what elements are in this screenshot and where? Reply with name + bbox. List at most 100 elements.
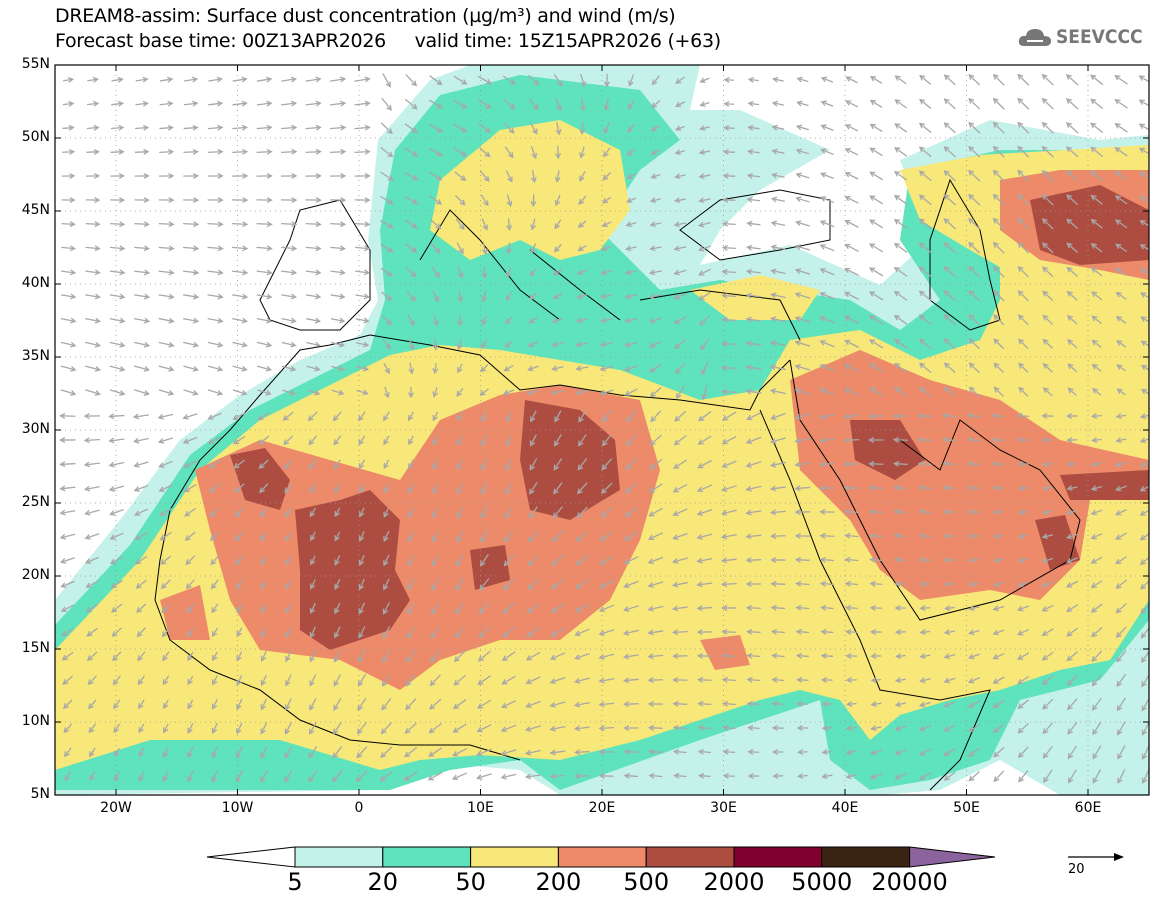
wind-arrow <box>159 172 175 179</box>
wind-arrow <box>625 434 637 447</box>
wind-arrow <box>943 724 956 732</box>
wind-arrow <box>894 123 908 133</box>
wind-arrow <box>674 410 687 422</box>
wind-arrow <box>405 698 417 711</box>
wind-arrow <box>159 508 173 517</box>
wind-arrow <box>184 531 196 541</box>
wind-arrow <box>504 506 514 519</box>
wind-arrow <box>329 100 347 107</box>
wind-arrow <box>309 698 317 711</box>
wind-arrow <box>63 723 73 734</box>
wind-arrow <box>232 124 249 131</box>
wind-arrow <box>308 770 318 783</box>
wind-arrow <box>86 651 98 661</box>
seevccc-logo: SEEVCCC <box>1018 26 1143 48</box>
wind-arrow <box>869 99 883 108</box>
wind-arrow <box>1115 437 1127 444</box>
wind-arrow <box>281 148 298 155</box>
wind-arrow <box>1066 218 1079 230</box>
wind-arrow <box>769 485 786 492</box>
wind-arrow <box>382 650 391 663</box>
wind-arrow <box>795 148 810 155</box>
wind-arrow <box>721 581 737 588</box>
wind-arrow <box>919 677 931 684</box>
wind-arrow <box>893 170 908 181</box>
wind-arrow <box>452 699 467 710</box>
wind-arrow <box>1017 193 1030 206</box>
wind-arrow <box>1090 170 1103 181</box>
wind-arrow <box>648 317 663 324</box>
wind-arrow <box>699 77 710 84</box>
lat-label: 50N <box>21 129 50 145</box>
wind-arrow <box>476 699 492 709</box>
wind-arrow <box>503 364 514 372</box>
wind-arrow <box>771 700 785 707</box>
wind-arrow <box>1116 673 1127 687</box>
wind-arrow <box>208 483 221 493</box>
wind-arrow <box>821 773 833 780</box>
wind-arrow <box>1042 290 1054 302</box>
wind-arrow <box>598 725 615 732</box>
wind-arrow <box>207 317 224 324</box>
wind-arrow <box>672 653 688 660</box>
wind-arrow <box>355 341 370 348</box>
wind-arrow <box>524 749 541 756</box>
wind-arrow <box>355 770 368 783</box>
wind-arrow <box>650 124 661 132</box>
wind-arrow <box>769 340 786 347</box>
wind-arrow <box>917 436 933 443</box>
wind-arrow <box>893 460 908 467</box>
wind-arrow <box>602 172 612 181</box>
wind-arrow <box>330 269 346 276</box>
wind-arrow <box>232 412 246 420</box>
wind-arrow <box>699 314 711 326</box>
wind-arrow <box>236 675 243 686</box>
wind-arrow <box>281 245 298 252</box>
wind-arrow <box>918 242 932 254</box>
wind-arrow <box>968 121 981 134</box>
wind-arrow <box>187 770 194 783</box>
wind-arrow <box>624 365 638 372</box>
wind-arrow <box>256 197 273 204</box>
lon-label: 40E <box>831 800 859 816</box>
wind-arrow <box>723 124 735 131</box>
wind-arrow <box>529 267 537 277</box>
wind-arrow <box>968 557 980 564</box>
wind-arrow <box>162 747 169 758</box>
wind-arrow <box>358 435 366 446</box>
wind-arrow <box>281 317 297 324</box>
wind-arrow <box>745 461 762 468</box>
wind-arrow <box>627 123 636 133</box>
wind-arrow <box>135 76 149 83</box>
wind-arrow <box>893 218 908 229</box>
wind-arrow <box>1017 605 1029 612</box>
wind-arrow <box>528 530 539 543</box>
wind-arrow <box>575 341 589 348</box>
wind-arrow <box>919 581 931 587</box>
wind-arrow <box>109 389 126 396</box>
wind-arrow <box>1017 338 1029 350</box>
wind-arrow <box>408 386 414 399</box>
colorbar-label: 200 <box>535 868 582 896</box>
wind-arrow <box>158 365 175 372</box>
wind-arrow <box>647 532 664 541</box>
wind-arrow <box>579 171 586 182</box>
wind-arrow <box>673 269 687 276</box>
wind-arrow <box>1017 169 1030 182</box>
wind-arrow <box>407 483 414 494</box>
wind-arrow <box>59 461 76 468</box>
lat-label: 55N <box>21 56 50 72</box>
wind-arrow <box>1042 698 1054 710</box>
wind-arrow <box>1017 581 1029 588</box>
wind-arrow <box>256 221 273 228</box>
wind-arrow <box>746 676 761 683</box>
wind-arrow <box>723 100 735 107</box>
wind-arrow <box>380 722 392 735</box>
wind-arrow <box>61 221 76 228</box>
wind-arrow <box>1139 533 1149 541</box>
wind-arrow <box>257 389 272 396</box>
wind-arrow <box>942 484 956 491</box>
wind-arrow <box>844 339 859 348</box>
wind-arrow <box>918 266 932 278</box>
wind-arrow <box>61 651 74 661</box>
